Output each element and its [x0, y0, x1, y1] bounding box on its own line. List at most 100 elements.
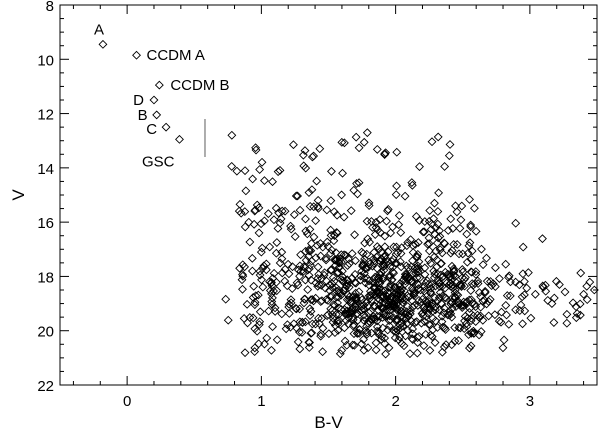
data-point	[273, 167, 283, 177]
data-point	[240, 166, 250, 176]
data-point	[448, 280, 458, 290]
data-point	[519, 277, 529, 286]
data-point	[399, 341, 409, 351]
data-point	[392, 181, 402, 191]
data-point	[360, 238, 370, 248]
data-point	[412, 279, 422, 289]
data-point	[313, 202, 323, 211]
data-point	[295, 271, 305, 281]
data-point	[227, 130, 237, 140]
data-point	[372, 311, 382, 321]
data-point	[515, 306, 525, 316]
star-marker-ccdm-b	[154, 80, 164, 90]
data-point	[421, 278, 431, 288]
data-point	[303, 285, 313, 295]
data-point	[450, 323, 460, 332]
data-point	[375, 215, 385, 225]
data-point	[271, 248, 281, 258]
data-point	[543, 295, 553, 305]
data-point	[261, 259, 271, 269]
data-point	[487, 281, 497, 291]
data-point	[478, 260, 488, 270]
y-axis-title: V	[9, 189, 28, 201]
data-point	[501, 259, 511, 269]
data-point	[378, 323, 388, 333]
data-point	[269, 215, 279, 225]
data-point	[295, 205, 305, 215]
data-point	[477, 244, 486, 254]
data-point	[327, 245, 337, 255]
data-point	[412, 253, 422, 262]
data-point	[368, 261, 377, 271]
data-point	[232, 166, 242, 176]
data-point	[383, 204, 393, 214]
data-point	[443, 225, 453, 235]
data-point	[318, 323, 328, 333]
data-point	[572, 309, 582, 319]
data-point	[326, 225, 336, 235]
data-point	[286, 221, 295, 231]
data-point	[300, 294, 310, 304]
data-point	[342, 275, 352, 285]
data-point	[511, 218, 521, 228]
data-point	[237, 275, 247, 285]
data-point	[360, 313, 369, 322]
data-point	[267, 293, 277, 303]
data-point	[378, 262, 388, 272]
data-point	[355, 324, 364, 334]
star-marker-b	[152, 110, 162, 120]
data-point	[463, 248, 473, 258]
data-point	[284, 269, 294, 279]
data-point	[443, 310, 453, 320]
data-point	[391, 294, 401, 304]
data-point	[414, 215, 424, 225]
data-point	[270, 306, 280, 316]
data-point	[372, 286, 382, 296]
data-point	[425, 206, 435, 215]
y-tick-label: 20	[37, 324, 54, 341]
data-point	[227, 161, 237, 171]
data-point	[445, 140, 455, 149]
data-point	[499, 335, 509, 345]
data-point	[526, 313, 536, 323]
data-point	[451, 302, 461, 311]
data-point	[396, 262, 406, 272]
y-tick-label: 12	[37, 107, 54, 124]
star-label-ccdm-a: CCDM A	[147, 47, 205, 64]
data-point	[433, 275, 443, 285]
data-point	[334, 257, 344, 267]
data-point	[359, 268, 369, 278]
data-point	[253, 290, 263, 300]
data-point	[311, 293, 321, 303]
data-point	[410, 239, 420, 249]
data-point	[351, 294, 361, 304]
data-point	[381, 148, 391, 158]
data-point	[380, 242, 390, 252]
data-point	[271, 203, 281, 213]
data-point	[359, 257, 369, 267]
data-point	[466, 222, 476, 232]
data-point	[455, 323, 465, 333]
data-point	[450, 271, 460, 281]
star-marker-gsc	[175, 134, 184, 144]
data-point	[259, 261, 269, 271]
data-point	[454, 336, 464, 346]
data-point	[333, 268, 342, 278]
data-point	[351, 278, 361, 288]
data-point	[467, 267, 477, 277]
data-point	[247, 266, 257, 276]
data-point	[405, 274, 415, 284]
data-point	[408, 248, 418, 257]
data-point	[419, 227, 429, 237]
data-point	[398, 293, 408, 303]
data-point	[243, 318, 252, 328]
data-point	[386, 228, 396, 238]
data-point	[304, 343, 314, 352]
data-point	[371, 338, 381, 348]
data-point	[353, 315, 363, 325]
data-point	[575, 310, 585, 320]
data-point	[321, 255, 331, 265]
data-point	[440, 323, 450, 333]
data-point	[388, 222, 398, 232]
